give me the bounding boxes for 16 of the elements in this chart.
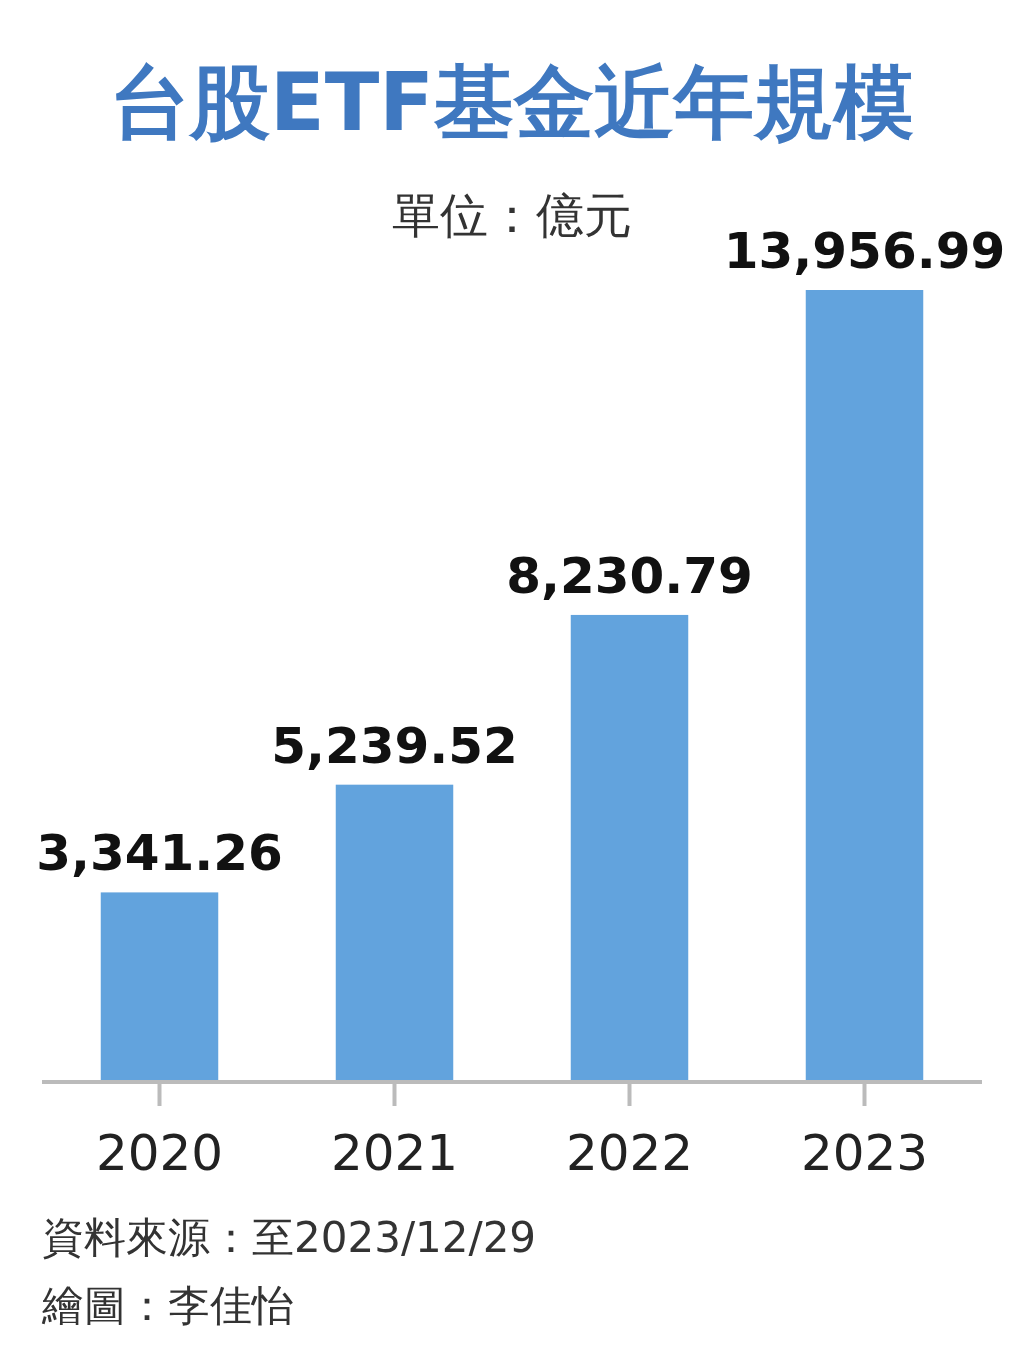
x-tick-label: 2023 — [800, 1124, 929, 1182]
chart-subtitle: 單位：億元 — [392, 187, 632, 243]
data-label: 5,239.52 — [271, 716, 518, 775]
text: 繪圖：李佳怡 — [41, 1281, 294, 1330]
bar — [805, 290, 924, 1082]
bar — [100, 892, 219, 1082]
x-tick-label: 2021 — [330, 1124, 459, 1182]
bar — [335, 784, 454, 1082]
data-label: 8,230.79 — [506, 546, 753, 605]
chart-title: 台股ETF基金近年規模 — [110, 56, 914, 149]
x-tick-label: 2022 — [565, 1124, 694, 1182]
data-label: 13,956.99 — [723, 222, 1006, 280]
data-label: 3,341.26 — [36, 824, 283, 883]
source-note: 資料來源：至2023/12/29 — [42, 1213, 537, 1262]
x-tick-label: 2020 — [95, 1124, 224, 1182]
bar — [570, 614, 689, 1082]
